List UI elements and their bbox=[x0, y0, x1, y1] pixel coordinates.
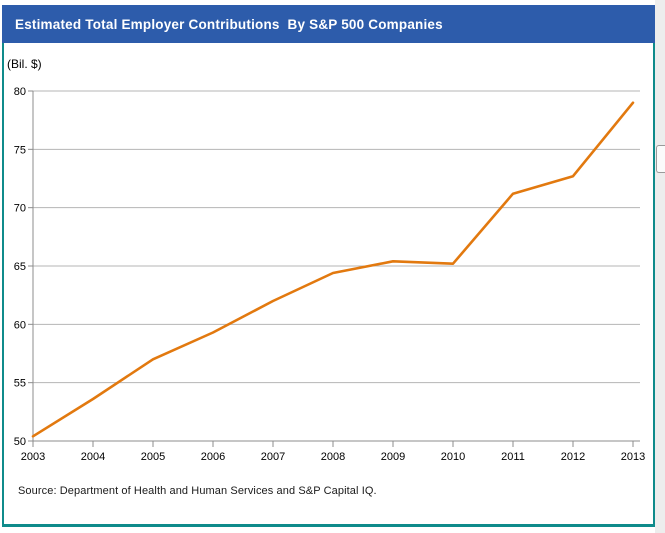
x-tick-label: 2010 bbox=[441, 451, 465, 463]
x-tick-label: 2003 bbox=[21, 451, 45, 463]
x-tick-label: 2011 bbox=[501, 451, 525, 463]
x-tick-label: 2005 bbox=[141, 451, 165, 463]
x-tick-label: 2013 bbox=[621, 451, 645, 463]
y-tick-label: 55 bbox=[14, 378, 26, 390]
frame-border-bottom bbox=[2, 524, 655, 527]
y-axis-unit-label: (Bil. $) bbox=[7, 57, 42, 71]
line-chart: 50 55 60 65 70 75 80 2003 2004 2005 2006 2007 2008 20… bbox=[14, 86, 645, 463]
y-tick-label: 75 bbox=[14, 144, 26, 156]
x-tick-label: 2004 bbox=[81, 451, 105, 463]
chart-widget: Estimated Total Employer Contributions B… bbox=[2, 5, 655, 527]
x-tick-label: 2012 bbox=[561, 451, 585, 463]
y-tick-label: 80 bbox=[14, 86, 26, 98]
chart-title-bar: Estimated Total Employer Contributions B… bbox=[2, 5, 655, 43]
data-line bbox=[31, 101, 635, 438]
source-note: Source: Department of Health and Human S… bbox=[18, 485, 377, 497]
y-tick-label: 70 bbox=[14, 203, 26, 215]
frame-border-right bbox=[653, 43, 655, 527]
x-tick-label: 2007 bbox=[261, 451, 285, 463]
x-tick-label: 2009 bbox=[381, 451, 405, 463]
y-tick-label: 50 bbox=[14, 436, 26, 448]
chart-title: Estimated Total Employer Contributions B… bbox=[15, 16, 443, 32]
page-background-strip bbox=[655, 0, 665, 533]
x-tick-label: 2006 bbox=[201, 451, 225, 463]
frame-border-left bbox=[2, 43, 4, 527]
partial-side-button[interactable] bbox=[656, 145, 665, 173]
y-tick-label: 65 bbox=[14, 261, 26, 273]
x-tick-label: 2008 bbox=[321, 451, 345, 463]
y-tick-label: 60 bbox=[14, 319, 26, 331]
